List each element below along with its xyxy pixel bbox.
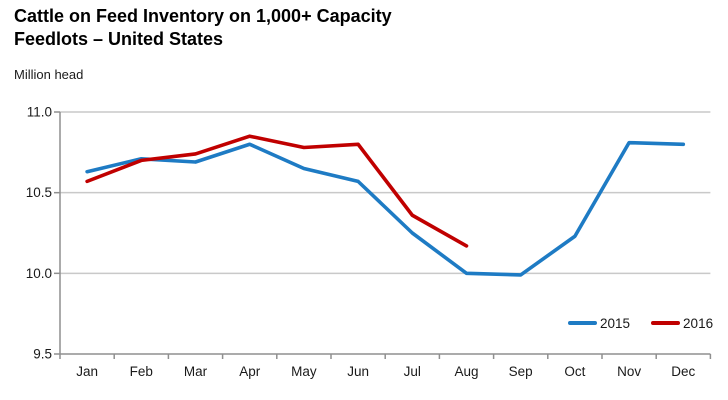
chart-title: Cattle on Feed Inventory on 1,000+ Capac… xyxy=(14,5,392,51)
chart-legend: 2015 2016 xyxy=(568,314,713,332)
x-tick-label-feb: Feb xyxy=(130,364,153,379)
legend-label-2016: 2016 xyxy=(683,315,714,331)
x-tick-label-mar: Mar xyxy=(184,364,208,379)
y-tick-label-10.5: 10.5 xyxy=(26,185,52,200)
series-line-2016 xyxy=(85,134,469,248)
legend-line-swatch-2016 xyxy=(651,321,681,325)
legend-label-2015: 2015 xyxy=(600,315,631,331)
legend-line-swatch-2015 xyxy=(568,321,597,325)
x-tick-label-dec: Dec xyxy=(671,364,695,379)
y-tick-label-9.5: 9.5 xyxy=(33,347,52,362)
x-tick-label-nov: Nov xyxy=(617,364,641,379)
x-tick-label-jan: Jan xyxy=(76,364,98,379)
x-tick-label-apr: Apr xyxy=(239,364,261,379)
y-axis-unit-label: Million head xyxy=(14,67,84,82)
x-tick-label-jul: Jul xyxy=(404,364,421,379)
chart-title-line1: Cattle on Feed Inventory on 1,000+ Capac… xyxy=(14,6,392,26)
x-tick-label-oct: Oct xyxy=(564,364,585,379)
y-tick-label-11: 11.0 xyxy=(27,105,52,120)
x-tick-label-may: May xyxy=(291,364,317,379)
x-tick-label-sep: Sep xyxy=(509,364,533,379)
x-tick-label-jun: Jun xyxy=(347,364,369,379)
x-tick-label-aug: Aug xyxy=(454,364,478,379)
series-line-2015 xyxy=(85,140,686,277)
chart-title-line2: Feedlots – United States xyxy=(14,29,224,49)
y-tick-label-10: 10.0 xyxy=(26,266,52,281)
